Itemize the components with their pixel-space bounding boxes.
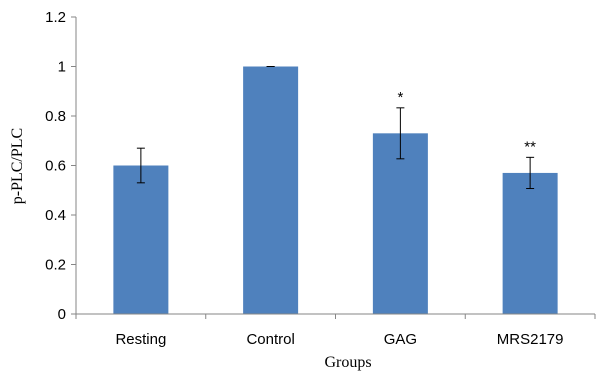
- error-bars: [136, 66, 535, 190]
- x-axis-title: Groups: [324, 354, 371, 371]
- y-axis-title: p-PLC/PLC: [9, 128, 26, 204]
- y-tick-label: 1: [58, 59, 66, 76]
- bar: [372, 133, 428, 314]
- significance-marker: *: [397, 89, 403, 106]
- bar: [243, 66, 299, 314]
- bar: [113, 165, 169, 314]
- significance-marker: **: [524, 138, 536, 155]
- x-tick-label: Resting: [115, 331, 166, 348]
- y-tick-label: 0: [58, 306, 66, 323]
- x-axis-tick-labels: Resting Control GAG MRS2179: [115, 331, 563, 348]
- x-tick-label: GAG: [384, 331, 417, 348]
- y-tick-label: 0.2: [45, 257, 66, 274]
- y-tick-label: 0.8: [45, 108, 66, 125]
- y-tick-label: 1.2: [45, 9, 66, 26]
- x-tick-label: Control: [246, 331, 294, 348]
- significance-annotations: ***: [397, 89, 536, 156]
- bar-series: [113, 66, 558, 314]
- x-tick-label: MRS2179: [497, 331, 564, 348]
- bar: [502, 172, 558, 314]
- y-axis-ticks: 0 0.2 0.4 0.6 0.8 1 1.2: [45, 9, 596, 323]
- y-tick-label: 0.6: [45, 158, 66, 175]
- y-tick-label: 0.4: [45, 207, 66, 224]
